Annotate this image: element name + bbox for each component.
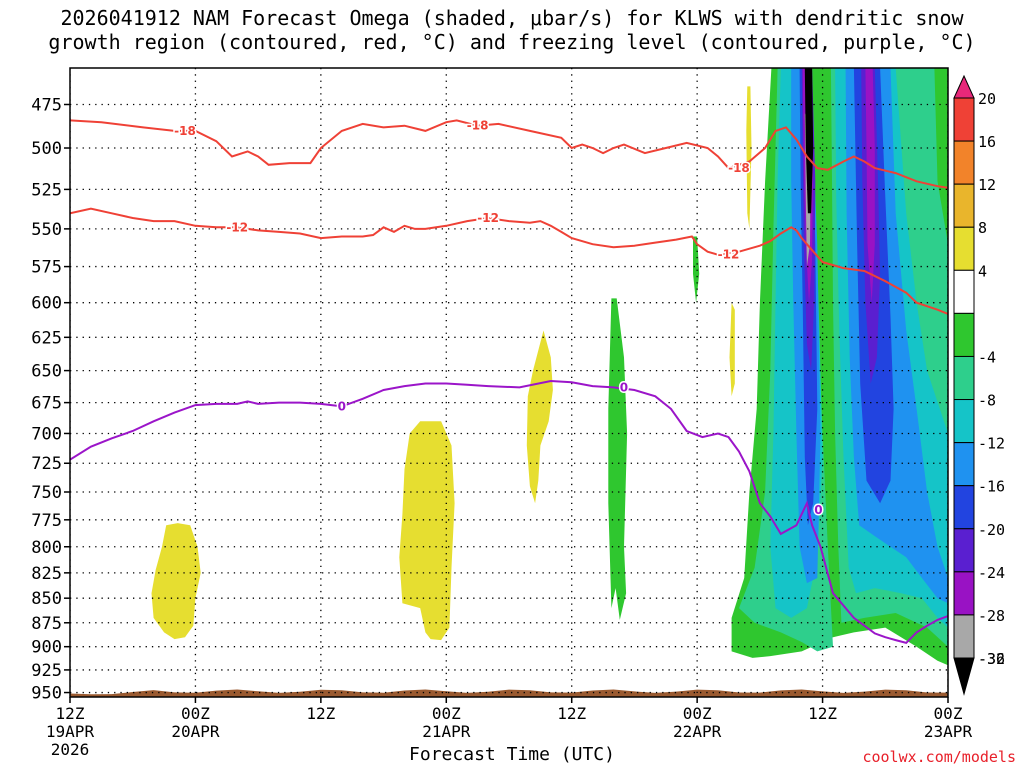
contour-label--12-1: -12 <box>477 211 499 225</box>
x-axis-label: Forecast Time (UTC) <box>409 744 615 765</box>
colorbar-bin--14 <box>953 399 975 444</box>
y-tick-label-675: 675 <box>31 394 62 414</box>
colorbar-label-2: 12 <box>978 176 996 194</box>
y-tick-label-850: 850 <box>31 589 62 609</box>
y-tick-label-800: 800 <box>31 538 62 558</box>
colorbar-label-7: -12 <box>978 435 1005 453</box>
colorbar-label-11: -28 <box>978 607 1005 625</box>
colorbar-label-4: 4 <box>978 262 987 280</box>
omega-region-20 <box>865 68 875 303</box>
colorbar-bin--6 <box>953 312 975 357</box>
colorbar-arrow-top <box>953 74 975 99</box>
x-date-label-36: 21APR <box>422 722 471 741</box>
colorbar-arrow-bottom <box>953 657 975 696</box>
omega-region-7 <box>693 236 700 303</box>
colorbar-label-9: -20 <box>978 521 1005 539</box>
colorbar-bin--10 <box>953 355 975 401</box>
colorbar-label-8: -16 <box>978 478 1005 496</box>
colorbar-bin-10 <box>953 183 975 228</box>
y-tick-label-725: 725 <box>31 454 62 474</box>
colorbar-bin-6 <box>953 226 975 271</box>
omega-region-1 <box>399 421 455 641</box>
colorbar-label-12: -32 <box>978 650 1005 668</box>
colorbar-label-6: -8 <box>978 392 996 410</box>
x-tick-label-72: 12Z <box>808 704 837 723</box>
y-tick-label-900: 900 <box>31 638 62 658</box>
colorbar-bin--18 <box>953 442 975 487</box>
x-date-label-0: 19APR <box>46 722 95 741</box>
x-date-label-12: 20APR <box>171 722 220 741</box>
contour-label-0-1: 0 <box>620 380 628 394</box>
contour-label--18-0: -18 <box>174 124 196 138</box>
y-tick-label-550: 550 <box>31 220 62 240</box>
credit-text: coolwx.com/models <box>862 748 1016 766</box>
colorbar-bin--30 <box>953 571 975 616</box>
y-tick-label-875: 875 <box>31 614 62 634</box>
x-tick-label-0: 12Z <box>56 704 85 723</box>
omega-region-6 <box>608 298 628 620</box>
contour-label-0-0: 0 <box>338 399 346 413</box>
plot-frame <box>69 67 949 698</box>
contour-label--12-0: -12 <box>226 220 248 234</box>
x-date-label-60: 22APR <box>673 722 722 741</box>
x-tick-label-24: 12Z <box>306 704 335 723</box>
contour-line--18 <box>70 119 948 189</box>
colorbar-label-0: 20 <box>978 90 996 108</box>
colorbar-bin--26 <box>953 528 975 573</box>
colorbar-bin-0 <box>953 269 975 314</box>
colorbar-label-3: 8 <box>978 219 987 237</box>
x-year-label: 2026 <box>51 740 90 759</box>
colorbar-label-13: -36 <box>978 650 1005 668</box>
colorbar-label-5: -4 <box>978 348 996 366</box>
y-tick-label-600: 600 <box>31 294 62 314</box>
colorbar-label-1: 16 <box>978 133 996 151</box>
omega-region-0 <box>151 523 201 640</box>
x-tick-label-60: 00Z <box>683 704 712 723</box>
y-tick-label-475: 475 <box>31 95 62 115</box>
x-tick-label-36: 00Z <box>432 704 461 723</box>
y-tick-label-625: 625 <box>31 328 62 348</box>
contour-label-0-2: 0 <box>814 503 822 517</box>
chart-title-line-2: growth region (contoured, red, °C) and f… <box>48 30 976 54</box>
contour-line-0 <box>70 379 948 645</box>
colorbar-bin-18 <box>953 97 975 142</box>
contour-label--18-2: -18 <box>728 161 750 175</box>
y-tick-label-650: 650 <box>31 362 62 382</box>
chart-title-line-1: 2026041912 NAM Forecast Omega (shaded, μ… <box>60 6 964 30</box>
y-tick-label-950: 950 <box>31 684 62 704</box>
colorbar-bin--34 <box>953 614 975 659</box>
x-tick-label-48: 12Z <box>557 704 586 723</box>
contour-line--12 <box>70 207 948 315</box>
y-tick-label-700: 700 <box>31 424 62 444</box>
y-tick-label-500: 500 <box>31 139 62 159</box>
colorbar-bin--22 <box>953 485 975 530</box>
y-tick-label-825: 825 <box>31 564 62 584</box>
omega-region-4 <box>729 302 735 397</box>
contour-label--18-1: -18 <box>467 119 489 133</box>
colorbar-bin-14 <box>953 140 975 185</box>
contour-label--12-2: -12 <box>718 248 740 262</box>
y-tick-label-525: 525 <box>31 180 62 200</box>
plot-area: -18 -18 -18 -12 -12 -12 0 0 0 <box>70 68 948 697</box>
x-date-label-84: 23APR <box>924 722 973 741</box>
omega-region-3 <box>746 86 752 229</box>
x-tick-label-84: 00Z <box>934 704 963 723</box>
y-tick-label-575: 575 <box>31 258 62 278</box>
omega-region-2 <box>526 330 553 504</box>
colorbar-label-10: -24 <box>978 564 1005 582</box>
terrain-surface <box>70 689 948 697</box>
y-tick-label-775: 775 <box>31 511 62 531</box>
x-tick-label-12: 00Z <box>181 704 210 723</box>
y-tick-label-750: 750 <box>31 483 62 503</box>
omega-region-22 <box>804 68 814 214</box>
y-tick-label-925: 925 <box>31 661 62 681</box>
